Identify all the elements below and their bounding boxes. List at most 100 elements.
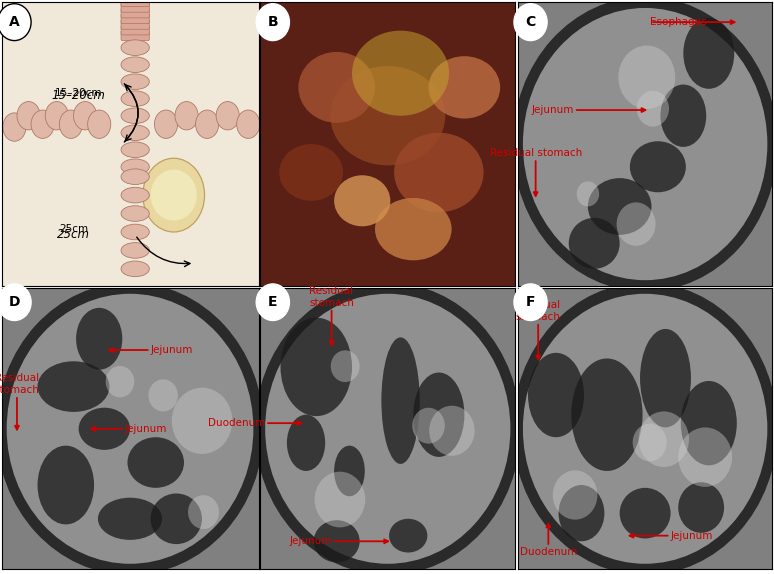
FancyBboxPatch shape <box>121 20 149 29</box>
Circle shape <box>523 8 767 280</box>
Text: Jejunum: Jejunum <box>532 105 574 115</box>
Circle shape <box>0 282 264 574</box>
Ellipse shape <box>121 224 149 240</box>
Ellipse shape <box>571 358 642 471</box>
Text: B: B <box>268 15 278 29</box>
Circle shape <box>514 284 547 320</box>
Ellipse shape <box>620 488 670 538</box>
Text: 15–20cm: 15–20cm <box>55 88 102 98</box>
Ellipse shape <box>375 198 452 261</box>
Ellipse shape <box>155 110 177 138</box>
Text: Jejunum: Jejunum <box>151 345 193 355</box>
Circle shape <box>188 495 219 529</box>
Text: D: D <box>9 295 20 309</box>
Ellipse shape <box>45 102 68 130</box>
FancyBboxPatch shape <box>121 2 149 12</box>
Ellipse shape <box>678 482 724 533</box>
Ellipse shape <box>121 205 149 222</box>
Ellipse shape <box>87 110 111 138</box>
Ellipse shape <box>121 243 149 258</box>
Text: Residual stomach: Residual stomach <box>489 148 582 158</box>
Ellipse shape <box>299 52 375 123</box>
Ellipse shape <box>640 329 691 428</box>
Circle shape <box>255 282 521 574</box>
Ellipse shape <box>528 353 584 437</box>
Circle shape <box>639 412 689 467</box>
Ellipse shape <box>569 218 620 269</box>
Ellipse shape <box>79 408 130 450</box>
Circle shape <box>265 294 510 564</box>
Text: Residual
stomach: Residual stomach <box>515 300 560 322</box>
Text: Jejunum: Jejunum <box>125 424 167 434</box>
Ellipse shape <box>237 110 260 138</box>
Circle shape <box>0 284 31 320</box>
Text: Jejunum: Jejunum <box>289 536 331 546</box>
Ellipse shape <box>128 437 184 488</box>
Ellipse shape <box>121 125 149 141</box>
Ellipse shape <box>17 102 40 130</box>
Ellipse shape <box>683 18 735 89</box>
Ellipse shape <box>334 445 365 497</box>
Ellipse shape <box>121 57 149 72</box>
Circle shape <box>632 424 666 461</box>
Text: C: C <box>526 15 536 29</box>
FancyBboxPatch shape <box>121 8 149 18</box>
Ellipse shape <box>175 102 198 130</box>
Ellipse shape <box>279 144 343 201</box>
Ellipse shape <box>143 158 204 232</box>
Text: 15–20cm: 15–20cm <box>52 90 105 102</box>
Ellipse shape <box>121 261 149 277</box>
Ellipse shape <box>587 178 652 235</box>
Text: Jejunum: Jejunum <box>670 530 713 541</box>
Circle shape <box>149 379 178 412</box>
Circle shape <box>514 3 547 41</box>
Ellipse shape <box>382 338 420 464</box>
Ellipse shape <box>681 381 737 466</box>
Circle shape <box>330 350 360 382</box>
Ellipse shape <box>121 169 149 184</box>
Circle shape <box>256 284 289 320</box>
FancyBboxPatch shape <box>121 30 149 41</box>
Ellipse shape <box>394 133 484 212</box>
Ellipse shape <box>74 102 97 130</box>
Ellipse shape <box>121 108 149 123</box>
Ellipse shape <box>121 40 149 56</box>
Ellipse shape <box>151 169 197 220</box>
Text: 25cm: 25cm <box>59 224 88 234</box>
FancyBboxPatch shape <box>121 25 149 35</box>
Ellipse shape <box>151 494 202 544</box>
Ellipse shape <box>429 56 500 119</box>
Text: Residual
stomach: Residual stomach <box>309 286 354 308</box>
Ellipse shape <box>389 519 427 553</box>
Ellipse shape <box>334 175 390 226</box>
Circle shape <box>512 0 774 292</box>
Text: Duodenum: Duodenum <box>207 418 265 428</box>
Ellipse shape <box>121 142 149 157</box>
Circle shape <box>637 91 669 127</box>
Ellipse shape <box>121 187 149 203</box>
Ellipse shape <box>660 84 706 147</box>
Circle shape <box>256 3 289 41</box>
Circle shape <box>413 408 445 444</box>
Ellipse shape <box>413 373 464 457</box>
Ellipse shape <box>559 485 604 541</box>
Ellipse shape <box>60 110 83 138</box>
Circle shape <box>553 470 598 519</box>
Text: Residual
stomach: Residual stomach <box>0 374 39 395</box>
Circle shape <box>577 181 599 207</box>
Ellipse shape <box>630 141 686 192</box>
Ellipse shape <box>352 30 449 116</box>
Ellipse shape <box>3 113 26 141</box>
Circle shape <box>618 45 675 109</box>
Text: Esophagus: Esophagus <box>650 17 707 27</box>
FancyBboxPatch shape <box>121 14 149 24</box>
Circle shape <box>523 294 767 564</box>
Text: 25cm: 25cm <box>57 228 90 241</box>
Ellipse shape <box>216 102 239 130</box>
Ellipse shape <box>121 74 149 90</box>
Circle shape <box>0 3 31 41</box>
FancyBboxPatch shape <box>121 0 149 6</box>
Ellipse shape <box>31 110 54 138</box>
Circle shape <box>512 282 774 574</box>
Circle shape <box>105 366 135 397</box>
